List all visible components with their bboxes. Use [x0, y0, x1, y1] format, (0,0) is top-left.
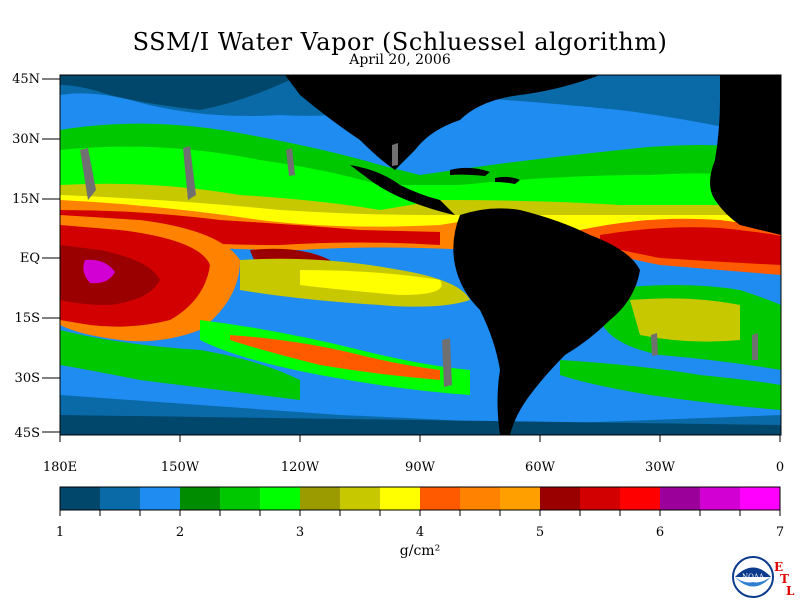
water-vapor-field [60, 75, 781, 435]
lat-label: 30N [12, 132, 40, 147]
lon-label: 120W [281, 460, 320, 475]
colorbar-tick-label: 6 [656, 525, 664, 540]
colorbar [59, 486, 781, 516]
colorbar-tick-label: 5 [536, 525, 544, 540]
missing-data-swaths [80, 143, 758, 387]
lon-label: 150W [161, 460, 200, 475]
colorbar-tick-label: 2 [176, 525, 184, 540]
etl-letter: T [780, 572, 789, 586]
longitude-axis: 180E 150W 120W 90W 60W 30W 0 [43, 460, 784, 475]
colorbar-bin [580, 487, 621, 510]
noaa-logo-text: NOAA [742, 573, 765, 581]
colorbar-bin [420, 487, 461, 510]
lat-label: 45N [12, 72, 40, 87]
lon-label: 60W [525, 460, 556, 475]
lon-label: 30W [645, 460, 676, 475]
lat-label: EQ [20, 251, 40, 266]
colorbar-bin [740, 487, 781, 510]
colorbar-bin [140, 487, 181, 510]
colorbar-bin [460, 487, 501, 510]
colorbar-bin [300, 487, 341, 510]
lon-label: 90W [405, 460, 436, 475]
lat-label: 15N [12, 192, 40, 207]
lat-label: 45S [15, 426, 40, 441]
map-date: April 20, 2006 [349, 52, 451, 68]
lat-label: 15S [15, 311, 40, 326]
lon-label: 180E [43, 460, 77, 475]
colorbar-tick-label: 3 [296, 525, 304, 540]
noaa-logo: NOAA [732, 556, 774, 598]
lon-label: 0 [776, 460, 784, 475]
etl-letter: L [786, 584, 795, 598]
colorbar-unit: g/cm² [400, 543, 440, 559]
colorbar-bin [100, 487, 141, 510]
lat-label: 30S [15, 371, 40, 386]
colorbar-bin [540, 487, 581, 510]
colorbar-bin [180, 487, 221, 510]
colorbar-bin [620, 487, 661, 510]
colorbar-bin [380, 487, 421, 510]
colorbar-tick-label: 7 [776, 525, 784, 540]
colorbar-ticks: 1 2 3 4 5 6 7 g/cm² [56, 525, 784, 559]
colorbar-bin [340, 487, 381, 510]
colorbar-bin [220, 487, 261, 510]
colorbar-bin [60, 487, 101, 510]
colorbar-tick-label: 4 [416, 525, 424, 540]
colorbar-bin [260, 487, 301, 510]
colorbar-bin [660, 487, 701, 510]
latitude-axis: 45N 30N 15N EQ 15S 30S 45S [12, 72, 781, 442]
colorbar-bin [500, 487, 541, 510]
land-masses [285, 75, 781, 435]
colorbar-bin [700, 487, 741, 510]
etl-letter: E [774, 560, 784, 574]
colorbar-tick-label: 1 [56, 525, 64, 540]
map-title: SSM/I Water Vapor (Schluessel algorithm) [132, 28, 668, 56]
